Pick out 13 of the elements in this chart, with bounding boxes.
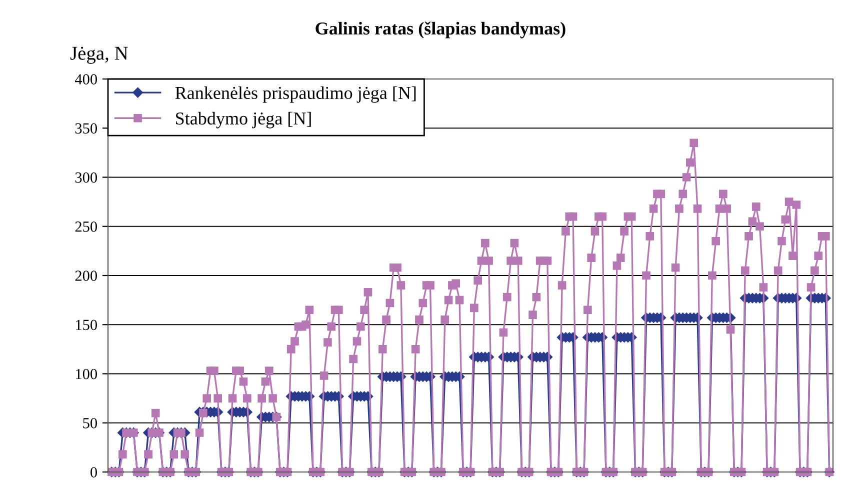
legend-label: Stabdymo jėga [N] xyxy=(176,112,311,128)
y-tick-label: 150 xyxy=(76,320,97,330)
y-tick-label: 100 xyxy=(76,368,97,380)
y-tick-label: 50 xyxy=(83,418,97,428)
chart-title: Galinis ratas (šlapias bandymas) xyxy=(316,22,566,38)
y-tick-label: 250 xyxy=(75,222,97,232)
legend-label: Rankenėlės prispaudimo jėga [N] xyxy=(175,86,416,103)
y-tick-label: 300 xyxy=(75,172,97,183)
y-tick-label: 0 xyxy=(90,467,97,478)
y-axis-title: Jėga, N xyxy=(70,46,128,64)
y-tick-label: 200 xyxy=(75,270,97,281)
y-tick-label: 400 xyxy=(74,74,97,84)
y-tick-label: 350 xyxy=(75,123,97,134)
